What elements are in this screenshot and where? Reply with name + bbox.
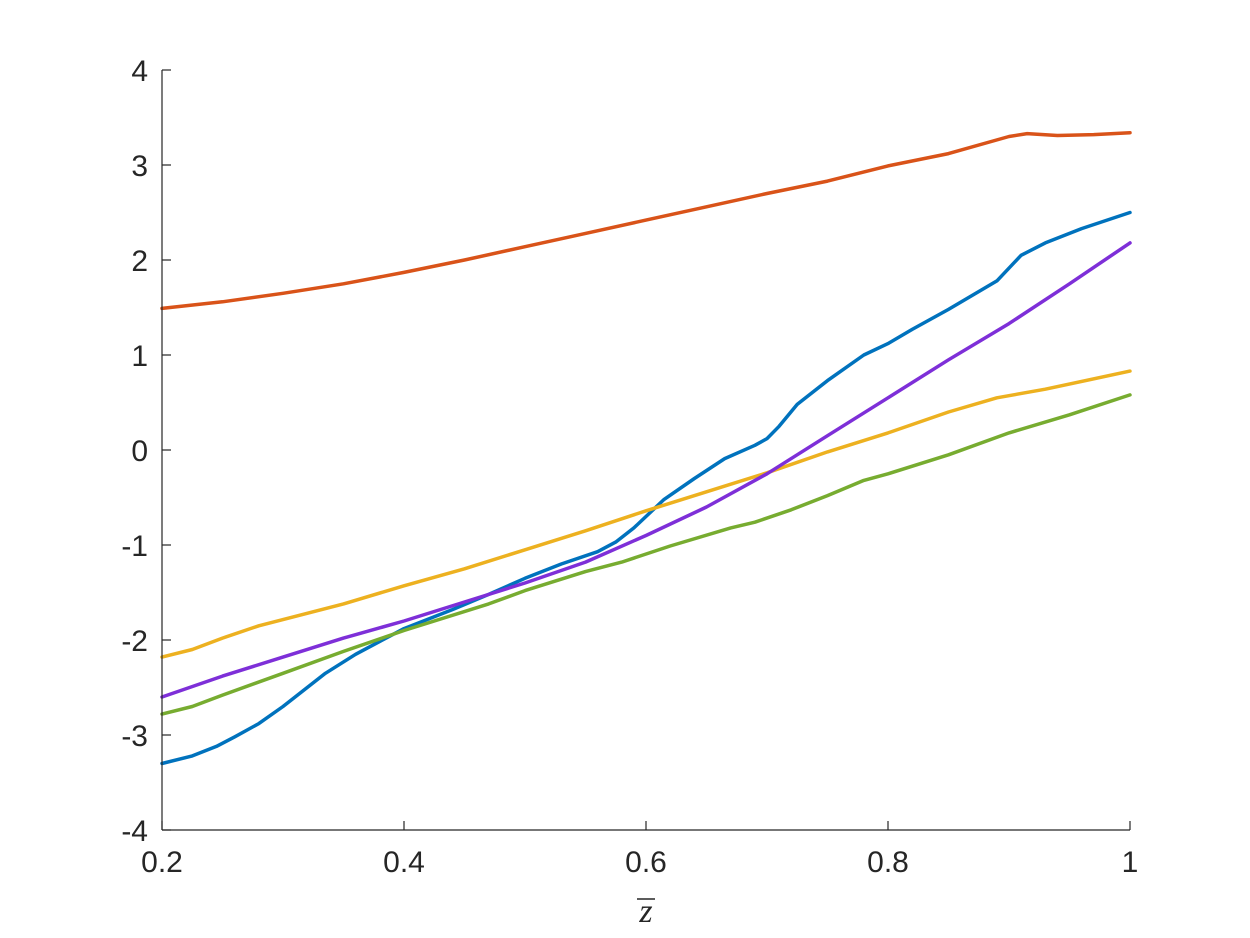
x-tick-label: 1 bbox=[1122, 846, 1139, 879]
y-tick-label: -3 bbox=[121, 720, 148, 753]
x-tick-label: 0.6 bbox=[625, 846, 667, 879]
y-tick-label: -2 bbox=[121, 625, 148, 658]
x-tick-label: 0.8 bbox=[867, 846, 909, 879]
series-line-1 bbox=[160, 210, 1132, 766]
x-tick-label: 0.4 bbox=[383, 846, 425, 879]
tick-labels: 0.2 0.4 0.6 0.8 1 4 3 2 1 0 -1 -2 -3 -4 bbox=[121, 55, 1138, 879]
series-line-4 bbox=[160, 393, 1132, 716]
x-axis-label: z bbox=[638, 893, 652, 930]
series-line-3 bbox=[160, 369, 1132, 659]
y-tick-label: 2 bbox=[131, 245, 148, 278]
x-tick-label: 0.2 bbox=[141, 846, 183, 879]
series-layer bbox=[160, 130, 1132, 766]
y-tick-label: -4 bbox=[121, 815, 148, 848]
y-tick-label: 4 bbox=[131, 55, 148, 88]
series-line-2 bbox=[160, 130, 1132, 311]
y-tick-label: 1 bbox=[131, 340, 148, 373]
y-tick-label: -1 bbox=[121, 530, 148, 563]
axes bbox=[161, 69, 1131, 831]
y-tick-label: 3 bbox=[131, 150, 148, 183]
y-tick-label: 0 bbox=[131, 435, 148, 468]
series-line-5 bbox=[160, 241, 1132, 699]
